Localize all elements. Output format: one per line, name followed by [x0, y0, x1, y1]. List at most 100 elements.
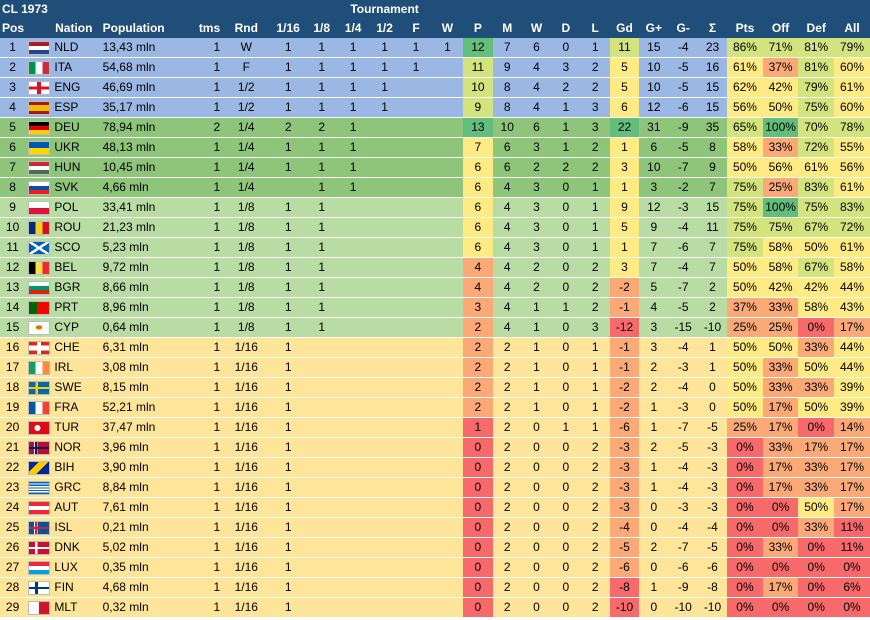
final-cell: [400, 397, 432, 418]
wins-cell: 0: [521, 557, 552, 578]
col-m: M: [492, 19, 522, 38]
flag-ukr-icon: [27, 140, 50, 155]
final-cell: 1: [400, 57, 432, 78]
winner-cell: [431, 137, 464, 158]
goal-diff-cell: -3: [609, 457, 640, 478]
pts-pct-cell: 58%: [727, 137, 763, 158]
r8-cell: 1: [305, 197, 338, 218]
matches-cell: 2: [492, 417, 522, 438]
tms-cell: 1: [180, 157, 223, 178]
all-pct-cell: 61%: [834, 77, 870, 98]
winner-cell: [431, 357, 464, 378]
goals-against-cell: -7: [668, 277, 698, 298]
nation-cell: FRA: [52, 397, 101, 418]
flag-cell: [25, 277, 53, 298]
winner-cell: [431, 437, 464, 458]
r8-cell: 1: [305, 137, 338, 158]
final-cell: [400, 337, 432, 358]
off-pct-cell: 0%: [762, 517, 799, 538]
goals-against-cell: -6: [668, 237, 698, 258]
winner-cell: [431, 257, 464, 278]
goals-against-cell: -7: [668, 157, 698, 178]
goal-diff-cell: 11: [609, 38, 640, 58]
r16-cell: 1: [270, 357, 306, 378]
r2-cell: [368, 117, 401, 138]
flag-svk-icon: [27, 180, 50, 195]
pos-cell: 20: [0, 417, 26, 438]
r8-cell: 2: [305, 117, 338, 138]
nation-cell: ITA: [52, 57, 101, 78]
wins-cell: 0: [521, 577, 552, 598]
flag-cell: [25, 457, 53, 478]
flag-cell: [25, 197, 53, 218]
population-cell: 48,13 mln: [100, 137, 181, 158]
goals-for-cell: 1: [639, 457, 669, 478]
r16-cell: 1: [270, 38, 306, 58]
losses-cell: 2: [580, 257, 610, 278]
goals-for-cell: 10: [639, 57, 669, 78]
r16-cell: 1: [270, 457, 306, 478]
off-pct-cell: 17%: [762, 457, 799, 478]
population-cell: 5,23 mln: [100, 237, 181, 258]
flag-che-icon: [27, 340, 50, 355]
table-row: 7 HUN 10,45 mln 1 1/4 1 1 1 6 6 2 2 2 3 10 -7 9 50% 56% 61%…: [0, 157, 870, 178]
goal-diff-cell: 5: [609, 77, 640, 98]
r8-cell: 1: [305, 57, 338, 78]
tms-cell: 1: [180, 38, 223, 58]
wins-cell: 2: [521, 157, 552, 178]
r2-cell: [368, 577, 401, 598]
off-pct-cell: 33%: [762, 377, 799, 398]
r2-cell: [368, 537, 401, 558]
points-cell: 11: [463, 57, 493, 78]
draws-cell: 1: [551, 117, 581, 138]
nation-cell: PRT: [52, 297, 101, 318]
all-pct-cell: 60%: [834, 97, 870, 118]
round-cell: 1/8: [222, 237, 271, 258]
matches-cell: 2: [492, 397, 522, 418]
table-row: 17 IRL 3,08 mln 1 1/16 1 2 2 1 0 1 -1 2 -3 1 50% 33% 50% 4…: [0, 357, 870, 378]
pos-cell: 23: [0, 477, 26, 498]
pos-cell: 2: [0, 57, 26, 78]
nation-cell: CHE: [52, 337, 101, 358]
sum-cell: 11: [697, 217, 728, 238]
flag-cell: [25, 417, 53, 438]
def-pct-cell: 50%: [798, 357, 835, 378]
table-row: 28 FIN 4,68 mln 1 1/16 1 0 2 0 0 2 -8 1 -9 -8 0% 17% 0% 6%: [0, 577, 870, 598]
pos-cell: 8: [0, 177, 26, 198]
tms-cell: 1: [180, 337, 223, 358]
final-cell: [400, 157, 432, 178]
all-pct-cell: 60%: [834, 57, 870, 78]
off-pct-cell: 50%: [762, 97, 799, 118]
draws-cell: 0: [551, 557, 581, 578]
goal-diff-cell: -1: [609, 357, 640, 378]
points-cell: 2: [463, 317, 493, 338]
losses-cell: 1: [580, 177, 610, 198]
round-cell: 1/16: [222, 577, 271, 598]
final-cell: [400, 477, 432, 498]
winner-cell: [431, 197, 464, 218]
r16-cell: 1: [270, 257, 306, 278]
flag-lux-icon: [27, 560, 50, 575]
def-pct-cell: 61%: [798, 157, 835, 178]
wins-cell: 3: [521, 237, 552, 258]
pts-pct-cell: 50%: [727, 277, 763, 298]
def-pct-cell: 33%: [798, 457, 835, 478]
pos-cell: 21: [0, 437, 26, 458]
pos-cell: 28: [0, 577, 26, 598]
pos-cell: 25: [0, 517, 26, 538]
wins-cell: 6: [521, 38, 552, 58]
flag-tur-icon: [27, 420, 50, 435]
matches-cell: 2: [492, 477, 522, 498]
title-row: CL 1973 Tournament: [0, 0, 870, 19]
table-row: 11 SCO 5,23 mln 1 1/8 1 1 6 4 3 0 1 1 7 -6 7 75% 58% 50% 61…: [0, 237, 870, 258]
sum-cell: -3: [697, 437, 728, 458]
table-row: 22 BIH 3,90 mln 1 1/16 1 0 2 0 0 2 -3 1 -4 -3 0% 17% 33% 1…: [0, 457, 870, 478]
goals-against-cell: -5: [668, 57, 698, 78]
round-cell: 1/8: [222, 217, 271, 238]
sum-cell: 9: [697, 157, 728, 178]
round-cell: 1/16: [222, 377, 271, 398]
off-pct-cell: 33%: [762, 537, 799, 558]
off-pct-cell: 100%: [762, 117, 799, 138]
points-cell: 2: [463, 337, 493, 358]
goals-against-cell: -3: [668, 357, 698, 378]
